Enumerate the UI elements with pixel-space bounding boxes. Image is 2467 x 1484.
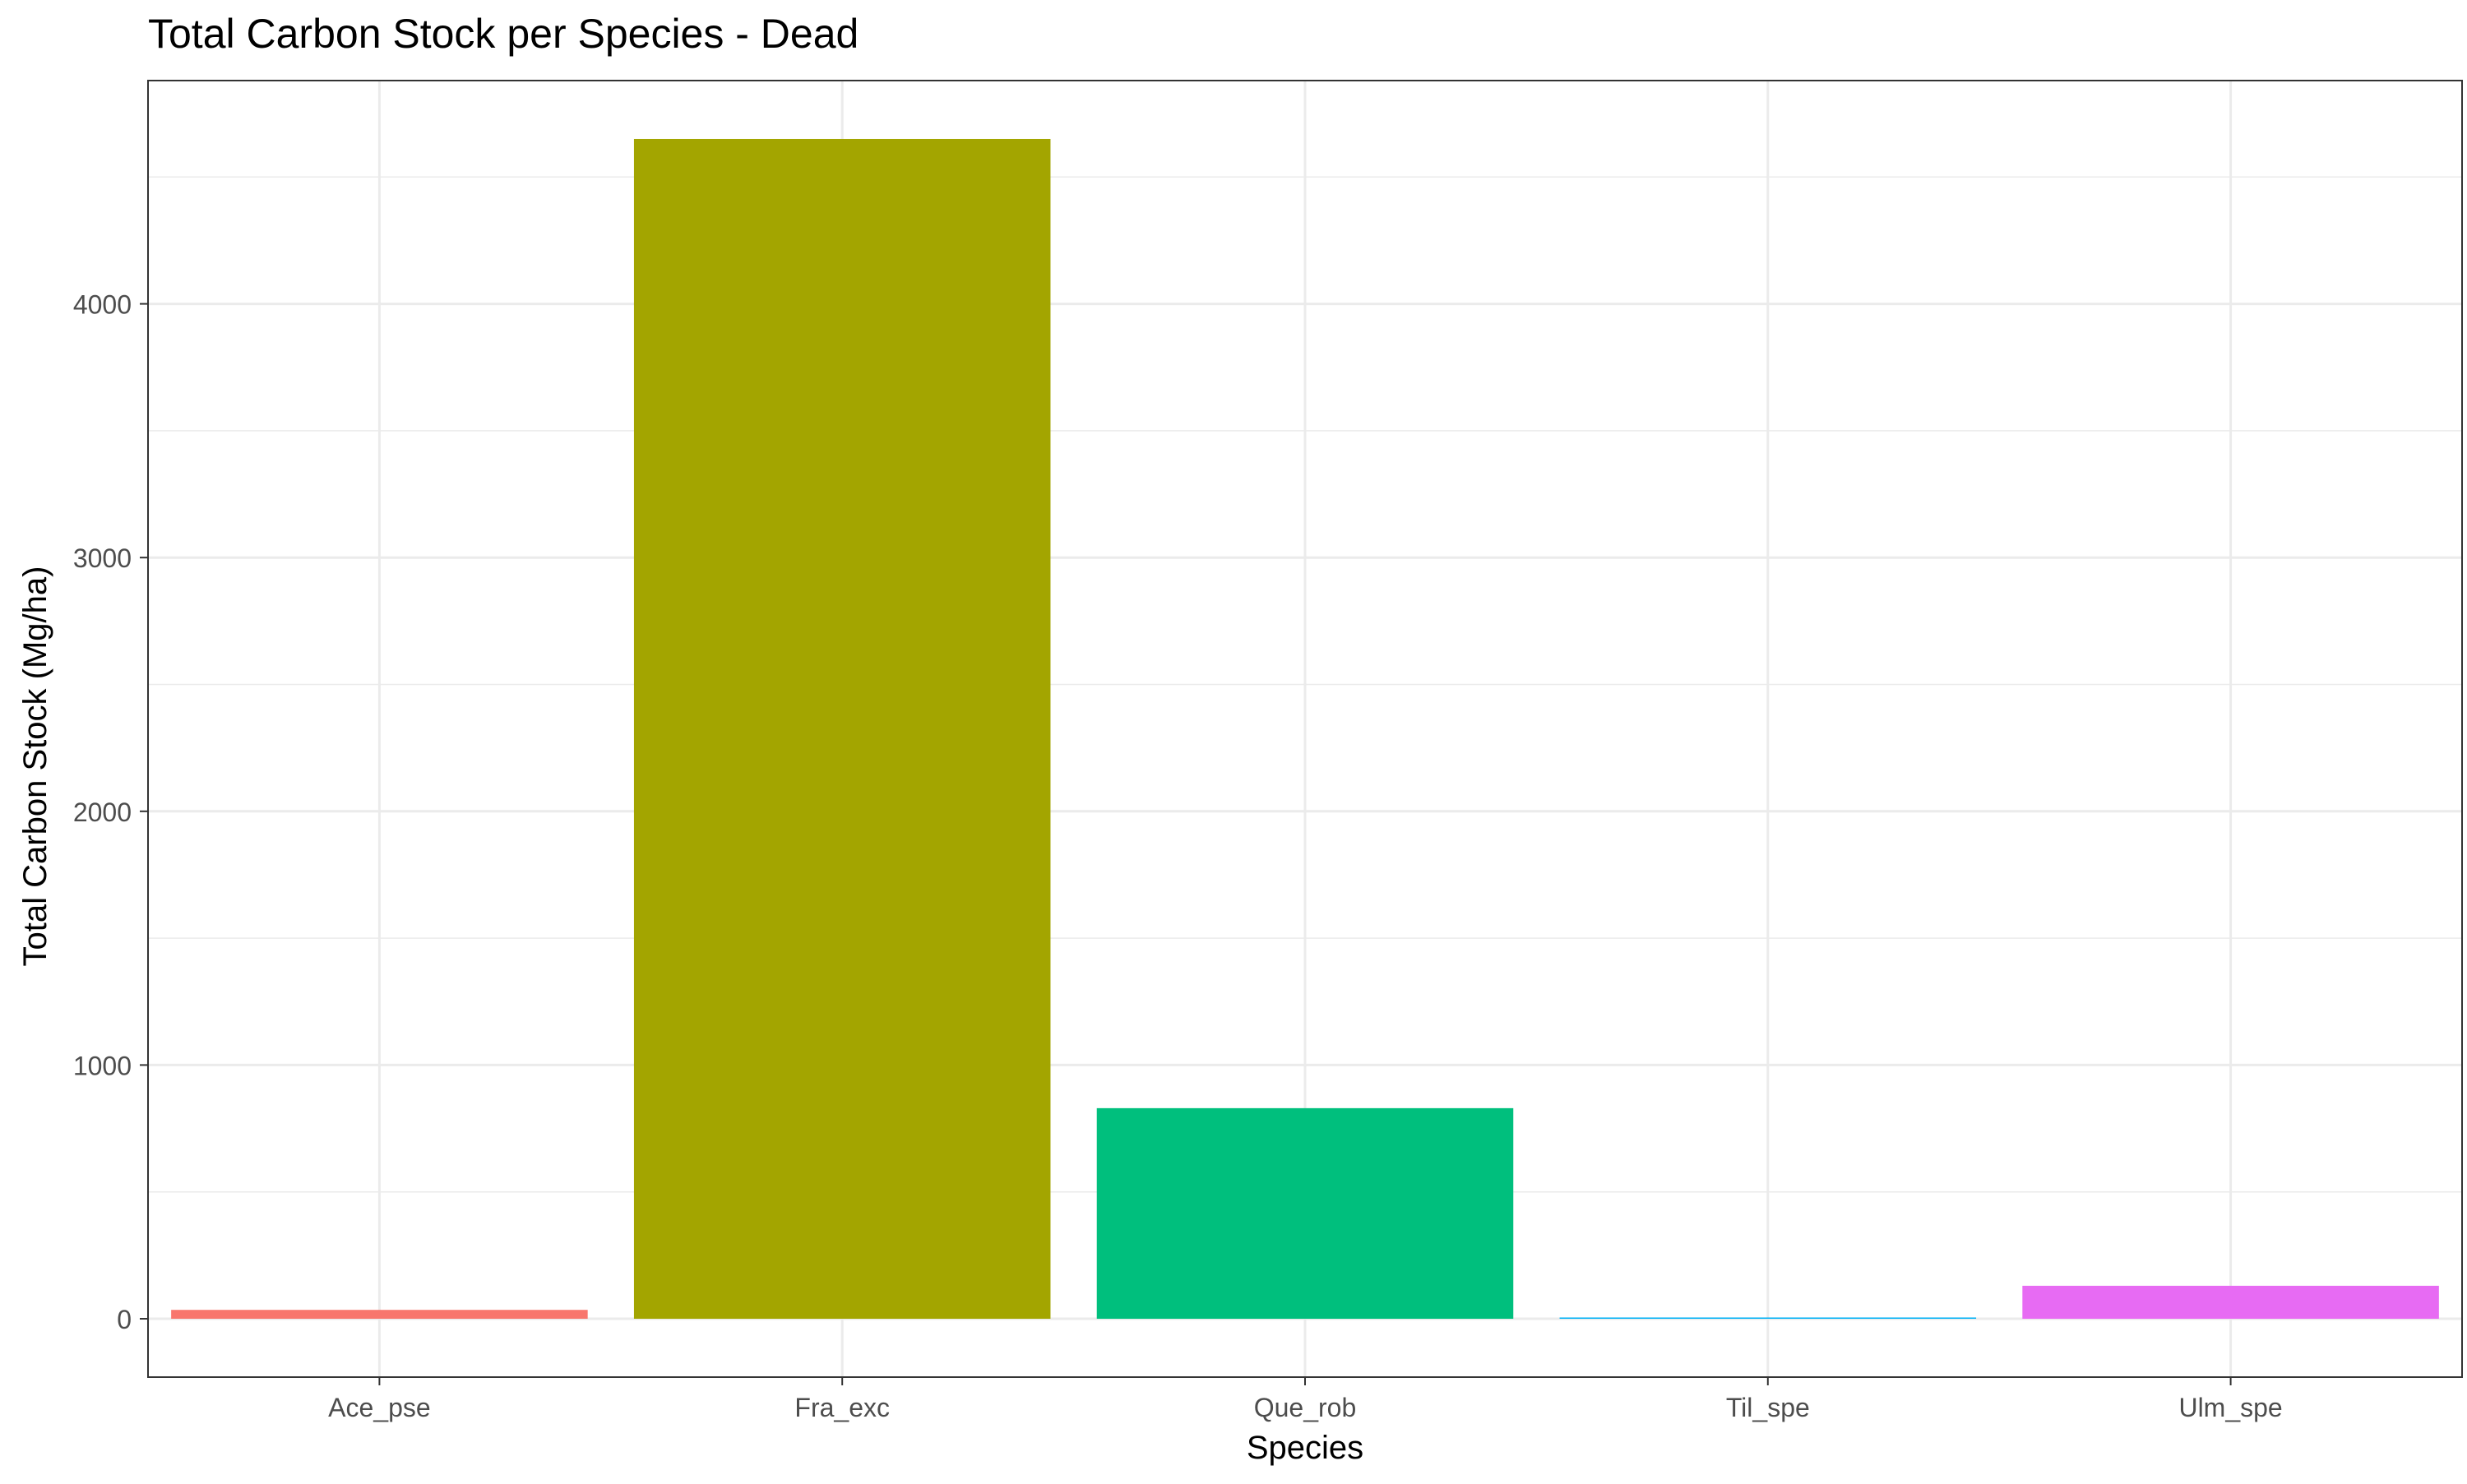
- y-tick-label: 2000: [73, 797, 132, 827]
- bar-ulm-spe: [2022, 1285, 2439, 1320]
- y-tick-label: 4000: [73, 290, 132, 320]
- bar-ace-pse: [171, 1310, 588, 1320]
- y-tick-label: 1000: [73, 1051, 132, 1080]
- bar-til-spe: [1559, 1317, 1977, 1320]
- bars: [171, 138, 2439, 1320]
- x-axis-title: Species: [1247, 1430, 1363, 1466]
- y-axis-title: Total Carbon Stock (Mg/ha): [17, 566, 53, 967]
- bar-fra-exc: [633, 138, 1051, 1320]
- y-axis: 0 1000 2000 3000 4000: [73, 290, 148, 1334]
- x-tick-label: Ace_pse: [328, 1393, 431, 1422]
- y-tick-label: 3000: [73, 543, 132, 573]
- bar-que-rob: [1096, 1107, 1514, 1320]
- x-tick-label: Fra_exc: [794, 1393, 890, 1422]
- x-tick-label: Que_rob: [1254, 1393, 1357, 1422]
- y-tick-label: 0: [117, 1305, 132, 1334]
- chart-title: Total Carbon Stock per Species - Dead: [148, 11, 859, 57]
- x-tick-label: Ulm_spe: [2178, 1393, 2282, 1422]
- x-axis: Ace_pse Fra_exc Que_rob Til_spe Ulm_spe: [328, 1377, 2283, 1422]
- x-tick-label: Til_spe: [1726, 1393, 1810, 1422]
